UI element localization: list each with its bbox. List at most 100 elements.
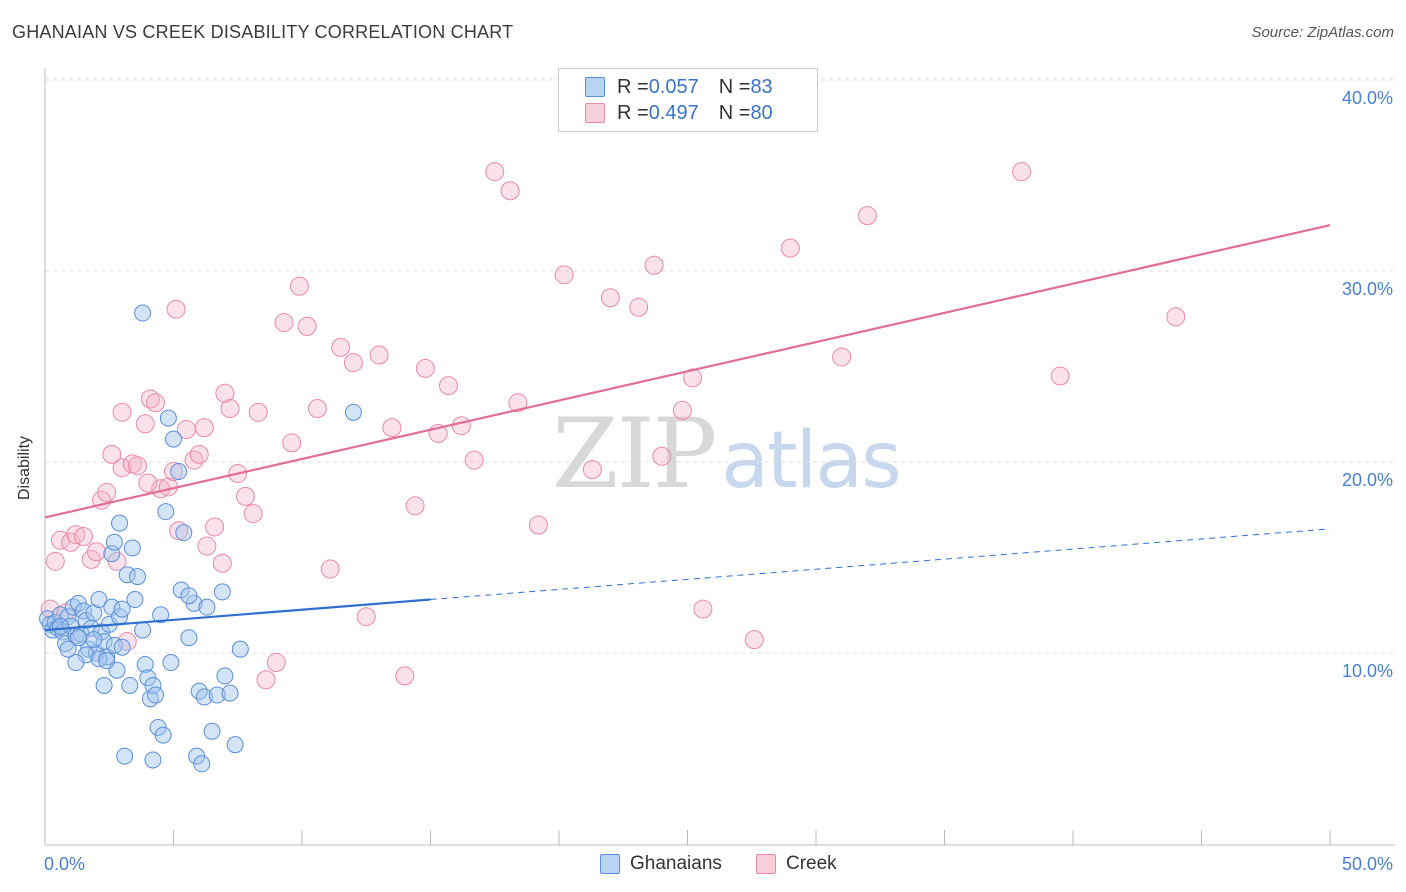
creek-point — [780, 238, 800, 258]
stats-legend: R = 0.057 N = 83 R = 0.497 N = 80 — [558, 68, 818, 132]
creek-point — [629, 297, 649, 317]
ghanaian-point — [175, 524, 193, 542]
watermark-atlas: atlas — [721, 416, 901, 506]
creek-point — [45, 551, 65, 571]
creek-point — [582, 460, 602, 480]
creek-point — [485, 162, 505, 182]
ghanaian-point — [98, 652, 116, 670]
creek-point — [438, 376, 458, 396]
legend-row-ghanaians: R = 0.057 N = 83 — [585, 75, 773, 99]
ghanaian-point — [344, 403, 362, 421]
creek-point — [343, 353, 363, 373]
creek-point — [744, 630, 764, 650]
x-tick-label: 0.0% — [44, 854, 85, 874]
creek-point — [405, 496, 425, 516]
creek-point — [451, 416, 471, 436]
creek-point — [107, 551, 127, 571]
legend-r-label: R = — [617, 75, 649, 98]
ghanaian-point — [147, 686, 165, 704]
ghanaian-point — [221, 684, 239, 702]
creek-point — [243, 504, 263, 524]
ghanaian-point — [195, 688, 213, 706]
creek-point — [164, 462, 183, 482]
ghanaian-point — [208, 686, 226, 704]
creek-point — [464, 450, 484, 470]
creek-point — [554, 265, 574, 285]
ghanaian-point — [170, 463, 188, 481]
creek-point — [248, 402, 268, 422]
ghanaian-point — [85, 631, 103, 649]
ghanaian-point — [159, 409, 177, 427]
creek-point — [138, 473, 158, 493]
creek-point — [189, 444, 209, 464]
source-label: Source: ZipAtlas.com — [1251, 24, 1394, 41]
ghanaian-point — [213, 583, 231, 601]
creek-point — [184, 450, 204, 470]
creek-point — [220, 399, 240, 419]
creek-point — [212, 553, 232, 573]
creek-point — [331, 337, 351, 357]
ghanaian-point — [113, 638, 131, 656]
creek-point — [508, 393, 528, 413]
creek-point — [194, 418, 214, 438]
creek-point — [215, 383, 235, 403]
creek-point — [672, 400, 692, 420]
creek-point — [369, 345, 389, 365]
bottom-legend-ghanaians: Ghanaians — [600, 852, 722, 876]
ghanaian-point — [193, 755, 211, 773]
creek-point — [66, 525, 86, 545]
ghanaian-point — [51, 617, 69, 635]
ghanaian-point — [85, 604, 103, 622]
ghanaian-point — [203, 722, 221, 740]
creek-point — [382, 418, 402, 438]
legend-n-label: N = — [718, 101, 751, 124]
ghanaian-point — [111, 514, 129, 532]
creek-point — [832, 347, 852, 367]
creek-point — [112, 402, 132, 422]
ghanaian-point — [154, 726, 172, 744]
ghanaian-point — [129, 568, 147, 586]
creek-point — [74, 526, 94, 546]
creek-point — [266, 653, 286, 673]
creek-point — [307, 399, 327, 419]
creek-point — [297, 316, 317, 336]
creek-point — [97, 483, 117, 503]
legend-n-value: 80 — [750, 101, 773, 124]
creek-point — [320, 559, 340, 579]
ghanaian-trend-extension — [430, 528, 1331, 601]
y-tick-label: 40.0% — [1342, 88, 1393, 108]
creek-point — [600, 288, 620, 308]
ghanaian-point — [152, 606, 170, 624]
ghanaian-point — [118, 566, 136, 584]
ghanaian-point — [113, 600, 131, 618]
creek-point — [1012, 162, 1032, 182]
creek-point — [112, 458, 132, 478]
ghanaian-point — [136, 655, 154, 673]
legend-n-label: N = — [718, 75, 751, 98]
creek-point — [40, 599, 60, 619]
ghanaian-point — [75, 602, 93, 620]
creek-point — [652, 446, 672, 466]
creek-point — [356, 607, 376, 627]
creek-point — [644, 255, 664, 275]
ghanaian-point — [67, 654, 85, 672]
creek-point — [1050, 366, 1070, 386]
ghanaian-point — [116, 747, 134, 765]
y-tick-label: 30.0% — [1342, 279, 1393, 299]
creek-point — [166, 299, 186, 319]
bottom-legend-creek: Creek — [756, 852, 837, 876]
creek-point — [197, 536, 217, 556]
ghanaian-point — [90, 591, 108, 609]
ghanaian-point — [121, 676, 139, 694]
creek-point — [395, 666, 415, 686]
creek-point — [500, 181, 520, 201]
creek-point — [256, 670, 276, 690]
ghanaian-point — [157, 503, 175, 521]
creek-point — [282, 433, 302, 453]
ghanaian-point — [105, 533, 123, 551]
creek-point — [1166, 307, 1186, 327]
ghanaian-point — [180, 587, 198, 605]
legend-swatch-pink — [585, 103, 605, 123]
ghanaian-point — [144, 751, 162, 769]
creek-point — [683, 368, 703, 388]
